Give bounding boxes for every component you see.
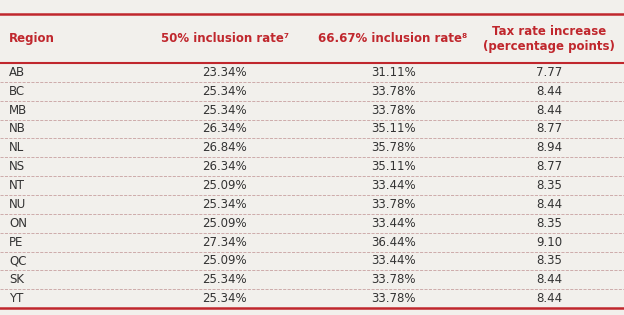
- Text: NU: NU: [9, 198, 27, 211]
- Text: AB: AB: [9, 66, 26, 79]
- Text: 8.35: 8.35: [536, 179, 562, 192]
- Text: 8.44: 8.44: [536, 292, 562, 305]
- Text: 8.35: 8.35: [536, 255, 562, 267]
- Text: 25.34%: 25.34%: [202, 292, 247, 305]
- Text: Tax rate increase
(percentage points): Tax rate increase (percentage points): [483, 25, 615, 53]
- Text: 25.34%: 25.34%: [202, 198, 247, 211]
- Text: YT: YT: [9, 292, 24, 305]
- Text: 33.44%: 33.44%: [371, 179, 416, 192]
- Text: 9.10: 9.10: [536, 236, 562, 249]
- Text: MB: MB: [9, 104, 27, 117]
- Text: 31.11%: 31.11%: [371, 66, 416, 79]
- Text: SK: SK: [9, 273, 24, 286]
- Text: 66.67% inclusion rate⁸: 66.67% inclusion rate⁸: [318, 32, 468, 45]
- Text: 35.11%: 35.11%: [371, 123, 416, 135]
- Text: 8.44: 8.44: [536, 104, 562, 117]
- Text: 35.78%: 35.78%: [371, 141, 416, 154]
- Text: 26.34%: 26.34%: [202, 160, 247, 173]
- Text: Region: Region: [9, 32, 56, 45]
- Text: 33.78%: 33.78%: [371, 292, 416, 305]
- Text: 33.78%: 33.78%: [371, 104, 416, 117]
- Text: QC: QC: [9, 255, 27, 267]
- Text: 33.44%: 33.44%: [371, 255, 416, 267]
- Text: NT: NT: [9, 179, 26, 192]
- Text: PE: PE: [9, 236, 24, 249]
- Text: 23.34%: 23.34%: [202, 66, 247, 79]
- Text: 25.34%: 25.34%: [202, 104, 247, 117]
- Text: 8.44: 8.44: [536, 273, 562, 286]
- Text: NB: NB: [9, 123, 26, 135]
- Text: 33.78%: 33.78%: [371, 273, 416, 286]
- Text: 25.09%: 25.09%: [202, 179, 247, 192]
- Text: 36.44%: 36.44%: [371, 236, 416, 249]
- Text: BC: BC: [9, 85, 26, 98]
- Text: 7.77: 7.77: [536, 66, 562, 79]
- Text: 8.44: 8.44: [536, 198, 562, 211]
- Text: NL: NL: [9, 141, 24, 154]
- Text: 8.94: 8.94: [536, 141, 562, 154]
- Text: 25.34%: 25.34%: [202, 273, 247, 286]
- Text: 25.34%: 25.34%: [202, 85, 247, 98]
- Text: 35.11%: 35.11%: [371, 160, 416, 173]
- Text: NS: NS: [9, 160, 26, 173]
- Text: 33.44%: 33.44%: [371, 217, 416, 230]
- Text: 25.09%: 25.09%: [202, 255, 247, 267]
- Text: 50% inclusion rate⁷: 50% inclusion rate⁷: [160, 32, 289, 45]
- Text: 8.35: 8.35: [536, 217, 562, 230]
- Text: 33.78%: 33.78%: [371, 198, 416, 211]
- Text: ON: ON: [9, 217, 27, 230]
- Text: 33.78%: 33.78%: [371, 85, 416, 98]
- Text: 8.77: 8.77: [536, 160, 562, 173]
- Text: 8.77: 8.77: [536, 123, 562, 135]
- Text: 25.09%: 25.09%: [202, 217, 247, 230]
- Text: 26.34%: 26.34%: [202, 123, 247, 135]
- Text: 8.44: 8.44: [536, 85, 562, 98]
- Text: 27.34%: 27.34%: [202, 236, 247, 249]
- Text: 26.84%: 26.84%: [202, 141, 247, 154]
